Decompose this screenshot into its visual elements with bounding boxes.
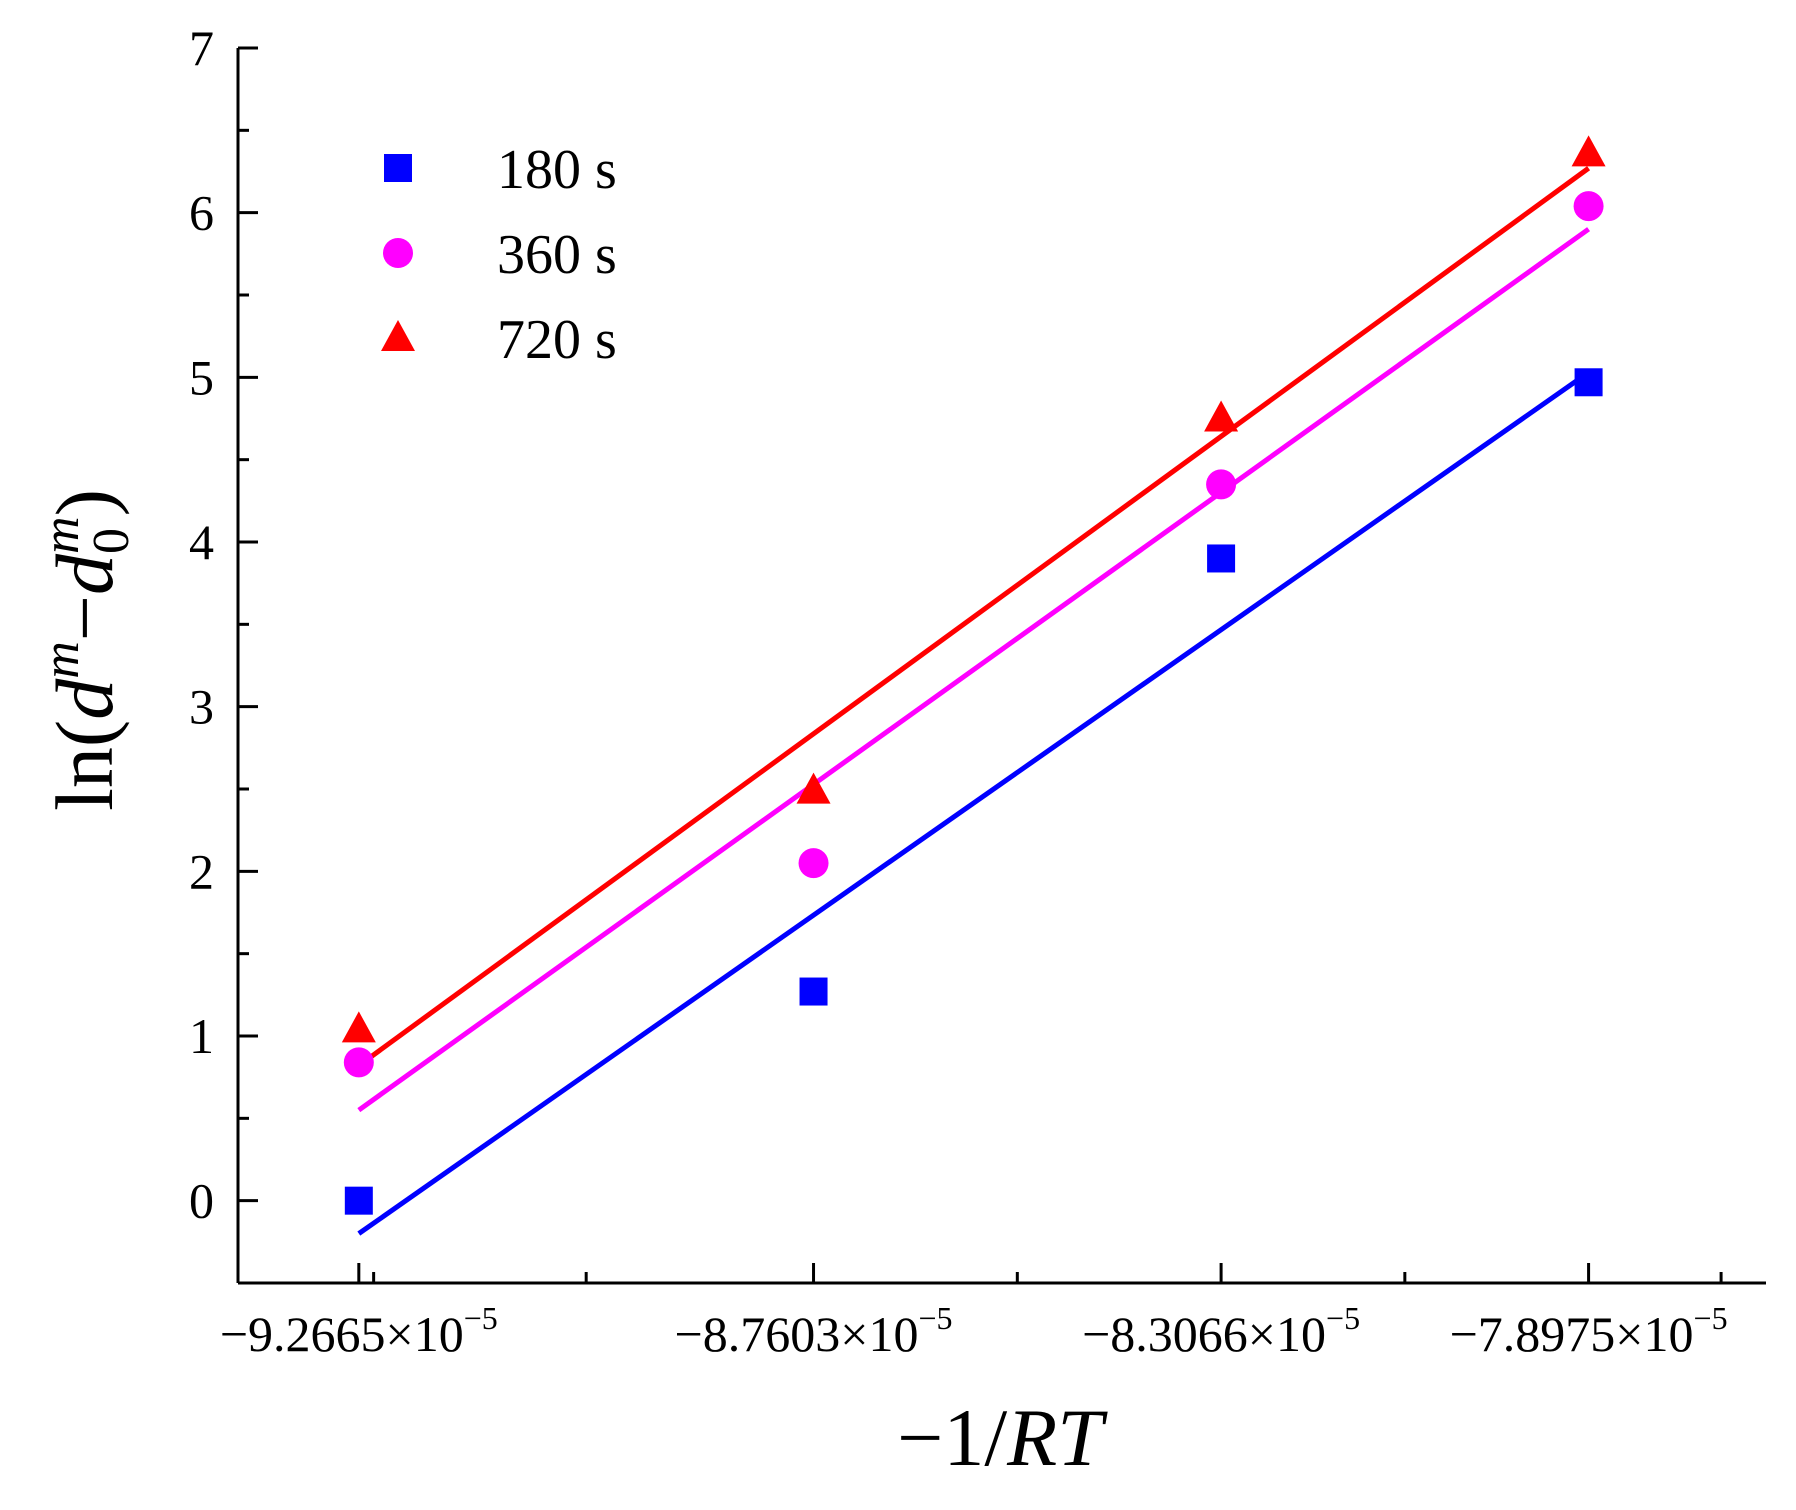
y-tick-label: 6	[189, 185, 214, 241]
y-axis-title-d0: d	[39, 553, 130, 595]
fit-line-360s	[357, 227, 1591, 1113]
legend-marker-180s	[384, 154, 412, 182]
legend-marker-720s	[381, 320, 415, 351]
legend-label: 720 s	[497, 309, 617, 371]
data-point-180s	[1207, 544, 1236, 573]
y-tick-label: 3	[189, 679, 214, 735]
data-point-720s	[1571, 135, 1606, 167]
fit-line-720s	[357, 166, 1591, 1068]
y-axis-title-open: ln(	[39, 720, 130, 811]
y-axis-ticks: 0 1 2 3 4 5 6 7	[189, 20, 258, 1285]
fit-line-180s	[357, 370, 1591, 1236]
data-point-180s	[799, 977, 828, 1006]
y-tick-label: 1	[189, 1008, 214, 1064]
x-tick-label: −7.8975×10−5	[1450, 1300, 1728, 1362]
data-point-360s	[1206, 469, 1237, 500]
y-axis-title-minus: −	[39, 595, 130, 641]
y-axis-title: ln(dm−d0m)	[33, 489, 140, 811]
x-tick-label: −8.7603×10−5	[675, 1300, 953, 1362]
x-tick-label: −9.2665×10−5	[220, 1300, 498, 1362]
data-point-360s	[798, 848, 829, 879]
y-tick-label: 2	[189, 843, 214, 899]
y-tick-label: 7	[189, 20, 214, 76]
markers	[341, 135, 1606, 1215]
data-point-180s	[1574, 368, 1603, 397]
y-axis-title-close: )	[39, 489, 130, 516]
y-axis-title-subscript-0: 0	[83, 528, 140, 554]
y-axis-title-superscript-m: m	[33, 641, 90, 679]
plot-frame	[236, 48, 1766, 1285]
data-point-360s	[1573, 191, 1604, 222]
x-tick-label: −8.3066×10−5	[1082, 1300, 1360, 1362]
data-point-360s	[343, 1047, 374, 1078]
legend-label: 360 s	[497, 224, 617, 286]
fit-lines	[357, 166, 1591, 1236]
y-axis-title-d: d	[39, 678, 130, 720]
data-point-720s	[341, 1011, 376, 1043]
data-point-720s	[796, 772, 831, 804]
y-tick-label: 0	[189, 1173, 214, 1229]
x-axis-ticks: −9.2665×10−5 −8.7603×10−5 −8.3066×10−5 −7.8…	[220, 1263, 1728, 1362]
legend-label: 180 s	[497, 139, 617, 201]
data-point-180s	[344, 1186, 373, 1215]
y-tick-label: 5	[189, 349, 214, 405]
x-axis-title-one-slash: 1/	[943, 1392, 1007, 1483]
x-axis-title-minus: −	[897, 1392, 943, 1483]
x-axis-title-rt: RT	[1006, 1392, 1108, 1483]
legend: 180 s 360 s 720 s	[381, 139, 617, 371]
legend-marker-360s	[383, 238, 413, 268]
y-axis-title-superscript-m2: m	[33, 516, 90, 554]
y-tick-label: 4	[189, 514, 214, 570]
data-point-720s	[1204, 400, 1239, 432]
x-axis-title: −1/RT	[897, 1392, 1108, 1483]
